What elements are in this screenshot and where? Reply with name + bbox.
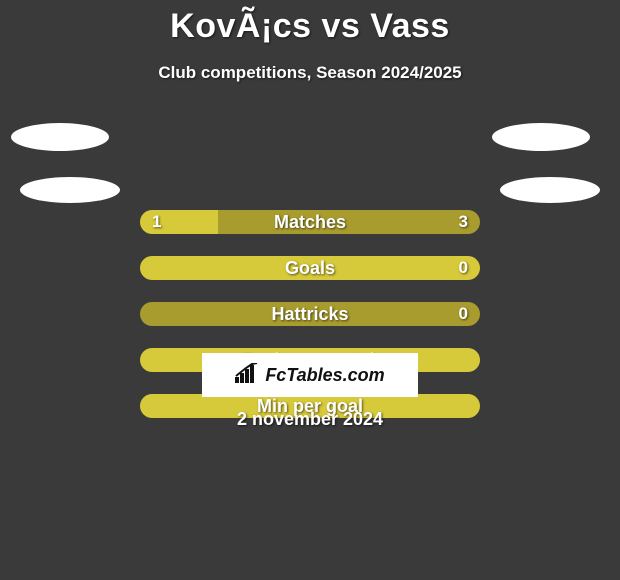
bar-right-value: 3 [459,210,468,234]
brand-box: FcTables.com [202,353,418,397]
page-subtitle: Club competitions, Season 2024/2025 [0,63,620,83]
footer-date: 2 november 2024 [0,409,620,430]
bar-row: Hattricks0 [140,302,480,326]
bar-label: Goals [140,256,480,280]
page-title: KovÃ¡cs vs Vass [0,0,620,46]
ellipse-icon [20,177,120,203]
ellipse-icon [11,123,109,151]
bar-label: Matches [140,210,480,234]
ellipse-icon [500,177,600,203]
bar-label: Hattricks [140,302,480,326]
brand-text: FcTables.com [265,365,384,386]
bar-left-value: 1 [152,210,161,234]
ellipse-icon [492,123,590,151]
bar-row: Goals0 [140,256,480,280]
brand-chart-icon [235,363,259,388]
bar-row: Matches1 3 [140,210,480,234]
bar-right-value: 0 [459,256,468,280]
bar-right-value: 0 [459,302,468,326]
